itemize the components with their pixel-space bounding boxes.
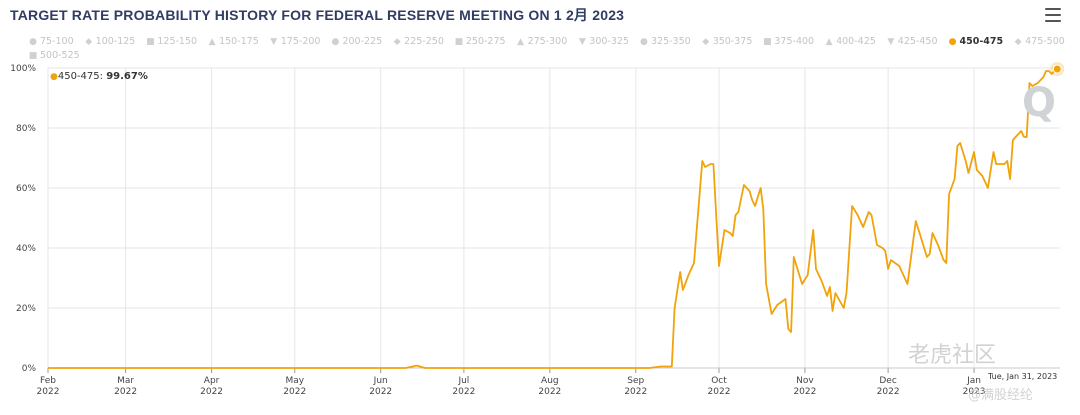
legend-item-225-250[interactable]: ◆ 225-250 xyxy=(392,36,444,47)
legend-item-375-400[interactable]: ■ 375-400 xyxy=(762,36,814,47)
legend-item-125-150[interactable]: ■ 125-150 xyxy=(145,36,197,47)
y-tick-label: 60% xyxy=(16,184,36,194)
legend-item-75-100[interactable]: ● 75-100 xyxy=(28,36,74,47)
x-tick-label: Apr xyxy=(204,376,220,386)
legend-marker-icon: ◆ xyxy=(393,36,401,47)
y-tick-label: 40% xyxy=(16,244,36,254)
y-tick-label: 20% xyxy=(16,304,36,314)
legend-marker-icon: ▼ xyxy=(578,36,586,47)
x-tick-label: Jul xyxy=(457,376,469,386)
x-tick-label: Sep xyxy=(627,376,644,386)
tooltip-value: 99.67% xyxy=(106,71,148,82)
y-tick-label: 0% xyxy=(22,364,37,374)
legend-marker-icon: ▲ xyxy=(825,36,833,47)
legend-label: 475-500 xyxy=(1025,36,1065,47)
x-tick-label: Jan xyxy=(966,376,981,386)
legend-marker-icon: ▼ xyxy=(270,36,278,47)
watermark-text: 老虎社区 xyxy=(908,343,997,368)
x-tick-year-label: 2022 xyxy=(369,387,392,397)
legend-marker-icon: ▲ xyxy=(208,36,216,47)
watermark-subtext: @满股经纶 xyxy=(968,388,1034,403)
legend-label: 150-175 xyxy=(219,36,259,47)
legend-item-250-275[interactable]: ■ 250-275 xyxy=(454,36,506,47)
x-tick-year-label: 2022 xyxy=(200,387,223,397)
legend-label: 300-325 xyxy=(589,36,629,47)
x-tick-year-label: 2022 xyxy=(283,387,306,397)
series-tooltip: ●450-475: 99.67% xyxy=(50,71,148,82)
legend-label: 325-350 xyxy=(650,36,691,47)
legend-label: 425-450 xyxy=(897,36,938,47)
x-tick-label: Oct xyxy=(711,376,727,386)
x-tick-year-label: 2022 xyxy=(114,387,137,397)
legend-marker-icon: ● xyxy=(331,36,340,47)
tooltip-marker-icon: ● xyxy=(50,72,58,82)
x-tick-year-label: 2022 xyxy=(793,387,816,397)
legend-label: 250-275 xyxy=(465,36,506,47)
y-tick-label: 80% xyxy=(16,124,36,134)
legend-marker-icon: ■ xyxy=(454,36,464,47)
legend-item-325-350[interactable]: ● 325-350 xyxy=(639,36,691,47)
legend-item-200-225[interactable]: ● 200-225 xyxy=(330,36,383,47)
legend-label: 400-425 xyxy=(836,36,876,47)
legend-label: 175-200 xyxy=(280,36,321,47)
watermark-q-logo: Q xyxy=(1022,80,1057,126)
legend-label: 375-400 xyxy=(774,36,815,47)
x-tick-year-label: 2022 xyxy=(708,387,731,397)
legend-item-425-450[interactable]: ▼ 425-450 xyxy=(886,36,938,47)
legend-label: 275-300 xyxy=(527,36,568,47)
hover-point xyxy=(1052,64,1062,74)
legend-marker-icon: ■ xyxy=(146,36,155,47)
legend-marker-icon: ● xyxy=(640,36,648,47)
legend-marker-icon: ◆ xyxy=(85,36,93,47)
legend-item-450-475[interactable]: ● 450-475 xyxy=(948,36,1004,47)
legend-item-400-425[interactable]: ▲ 400-425 xyxy=(824,36,876,47)
tooltip-series: 450-475 xyxy=(57,71,100,82)
x-tick-year-label: 2023 xyxy=(963,387,986,397)
x-tick-label: Mar xyxy=(117,376,134,386)
legend-item-300-325[interactable]: ▼ 300-325 xyxy=(577,36,629,47)
x-tick-label: May xyxy=(285,376,304,386)
legend-label: 225-250 xyxy=(404,36,444,47)
legend: ● 75-100 ◆ 100-125 ■ 125-150 ▲ 150-175 ▼ 175-200 ●… xyxy=(28,36,1068,61)
legend-label: 200-225 xyxy=(342,36,383,47)
legend-label: 75-100 xyxy=(40,36,74,47)
legend-marker-icon: ▲ xyxy=(517,36,525,47)
legend-marker-icon: ◆ xyxy=(1014,36,1022,47)
legend-label: 350-375 xyxy=(712,36,753,47)
x-tick-label: Feb xyxy=(40,376,56,386)
tooltip-separator: : xyxy=(99,71,107,82)
legend-marker-icon: ▼ xyxy=(887,36,895,47)
hamburger-menu-icon[interactable] xyxy=(1045,8,1061,22)
legend-marker-icon: ■ xyxy=(28,50,38,61)
x-tick-label: Dec xyxy=(879,376,896,386)
legend-item-350-375[interactable]: ◆ 350-375 xyxy=(701,36,753,47)
x-tick-label: Jun xyxy=(373,376,388,386)
legend-label: 125-150 xyxy=(157,36,198,47)
legend-item-175-200[interactable]: ▼ 175-200 xyxy=(269,36,321,47)
legend-marker-icon: ● xyxy=(29,36,37,47)
x-tick-year-label: 2022 xyxy=(452,387,475,397)
x-tick-year-label: 2022 xyxy=(538,387,561,397)
legend-item-500-525[interactable]: ■ 500-525 xyxy=(28,50,80,61)
x-tick-year-label: 2022 xyxy=(624,387,647,397)
legend-label: 450-475 xyxy=(959,36,1004,47)
chart-title: TARGET RATE PROBABILITY HISTORY FOR FEDE… xyxy=(10,7,625,23)
legend-item-100-125[interactable]: ◆ 100-125 xyxy=(84,36,136,47)
x-tick-year-label: 2022 xyxy=(37,387,60,397)
x-tick-label: Nov xyxy=(796,376,814,386)
x-tick-year-label: 2022 xyxy=(877,387,900,397)
legend-item-150-175[interactable]: ▲ 150-175 xyxy=(207,36,259,47)
legend-marker-icon: ◆ xyxy=(702,36,710,47)
date-tooltip: Tue, Jan 31, 2023 xyxy=(988,372,1058,381)
legend-item-275-300[interactable]: ▲ 275-300 xyxy=(516,36,568,47)
series-line-450-475 xyxy=(48,68,1058,369)
legend-item-475-500[interactable]: ◆ 475-500 xyxy=(1013,36,1065,47)
y-tick-label: 100% xyxy=(10,64,36,74)
legend-marker-icon: ● xyxy=(948,36,957,47)
x-tick-label: Aug xyxy=(541,376,559,386)
legend-marker-icon: ■ xyxy=(763,36,772,47)
legend-label: 100-125 xyxy=(95,36,136,47)
legend-label: 500-525 xyxy=(40,50,80,61)
